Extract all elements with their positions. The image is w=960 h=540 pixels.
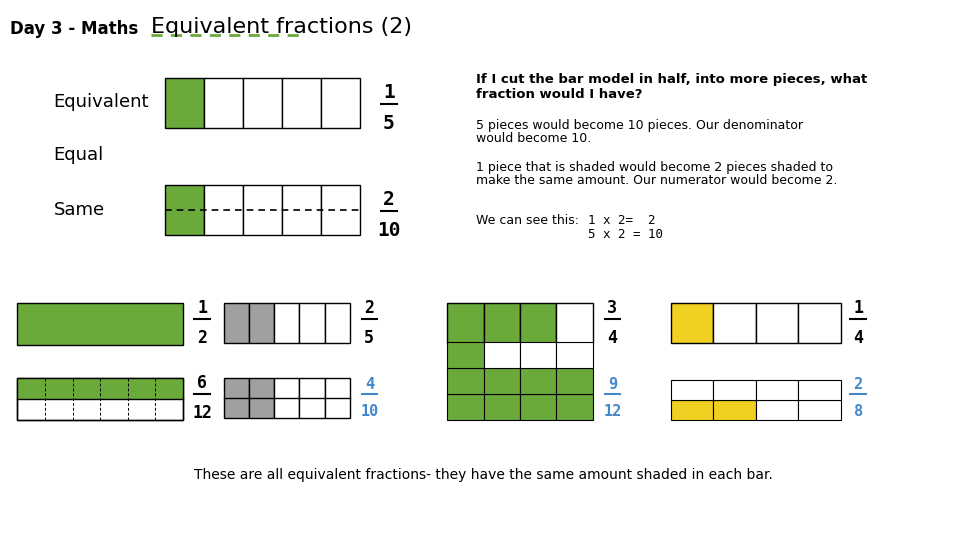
FancyBboxPatch shape (243, 78, 282, 128)
Text: 12: 12 (192, 404, 212, 422)
Text: 2: 2 (197, 329, 207, 347)
FancyBboxPatch shape (224, 303, 249, 343)
Text: fraction would I have?: fraction would I have? (476, 89, 642, 102)
Text: 2: 2 (364, 299, 374, 317)
FancyBboxPatch shape (520, 303, 557, 343)
Text: 8: 8 (853, 404, 863, 419)
FancyBboxPatch shape (798, 400, 841, 420)
FancyBboxPatch shape (249, 378, 274, 418)
FancyBboxPatch shape (274, 378, 300, 418)
FancyBboxPatch shape (282, 185, 321, 235)
FancyBboxPatch shape (274, 303, 300, 343)
FancyBboxPatch shape (671, 380, 713, 400)
FancyBboxPatch shape (798, 303, 841, 343)
FancyBboxPatch shape (671, 400, 713, 420)
FancyBboxPatch shape (756, 400, 798, 420)
Text: 1: 1 (853, 299, 863, 317)
Text: Equivalent: Equivalent (54, 93, 149, 111)
FancyBboxPatch shape (300, 303, 324, 343)
FancyBboxPatch shape (321, 78, 360, 128)
FancyBboxPatch shape (756, 303, 798, 343)
Text: 12: 12 (603, 404, 621, 419)
FancyBboxPatch shape (520, 342, 557, 368)
Text: Equal: Equal (54, 146, 104, 164)
FancyBboxPatch shape (713, 303, 756, 343)
Text: would become 10.: would become 10. (476, 132, 591, 145)
Text: 9: 9 (608, 377, 617, 392)
FancyBboxPatch shape (484, 368, 520, 394)
FancyBboxPatch shape (484, 342, 520, 368)
Text: 4: 4 (608, 329, 617, 347)
FancyBboxPatch shape (321, 185, 360, 235)
FancyBboxPatch shape (671, 303, 713, 343)
Text: These are all equivalent fractions- they have the same amount shaded in each bar: These are all equivalent fractions- they… (194, 468, 773, 482)
FancyBboxPatch shape (224, 378, 249, 418)
Text: 4: 4 (853, 329, 863, 347)
Text: 5: 5 (364, 329, 374, 347)
Text: make the same amount. Our numerator would become 2.: make the same amount. Our numerator woul… (476, 174, 837, 187)
FancyBboxPatch shape (484, 394, 520, 420)
FancyBboxPatch shape (165, 185, 204, 235)
FancyBboxPatch shape (520, 368, 557, 394)
FancyBboxPatch shape (557, 368, 593, 394)
Text: 5: 5 (383, 114, 395, 133)
FancyBboxPatch shape (557, 394, 593, 420)
Text: Day 3 - Maths: Day 3 - Maths (10, 20, 138, 38)
FancyBboxPatch shape (300, 378, 324, 418)
FancyBboxPatch shape (713, 380, 756, 400)
FancyBboxPatch shape (282, 78, 321, 128)
FancyBboxPatch shape (324, 378, 349, 418)
FancyBboxPatch shape (484, 303, 520, 343)
Text: 2: 2 (853, 377, 863, 392)
Text: 1 piece that is shaded would become 2 pieces shaded to: 1 piece that is shaded would become 2 pi… (476, 161, 833, 174)
FancyBboxPatch shape (17, 378, 182, 420)
FancyBboxPatch shape (17, 303, 182, 345)
FancyBboxPatch shape (447, 368, 484, 394)
FancyBboxPatch shape (798, 380, 841, 400)
Text: 1: 1 (383, 83, 395, 102)
FancyBboxPatch shape (447, 394, 484, 420)
Text: If I cut the bar model in half, into more pieces, what: If I cut the bar model in half, into mor… (476, 73, 868, 86)
FancyBboxPatch shape (557, 342, 593, 368)
FancyBboxPatch shape (447, 303, 484, 343)
Text: Same: Same (54, 201, 105, 219)
FancyBboxPatch shape (17, 378, 182, 399)
Text: Equivalent fractions (2): Equivalent fractions (2) (151, 17, 412, 37)
Text: 2: 2 (383, 190, 395, 209)
FancyBboxPatch shape (204, 78, 243, 128)
FancyBboxPatch shape (249, 303, 274, 343)
FancyBboxPatch shape (243, 185, 282, 235)
FancyBboxPatch shape (756, 380, 798, 400)
FancyBboxPatch shape (557, 303, 593, 343)
Text: 1: 1 (197, 299, 207, 317)
Text: 6: 6 (197, 374, 207, 392)
FancyBboxPatch shape (204, 185, 243, 235)
Text: We can see this:: We can see this: (476, 213, 579, 226)
FancyBboxPatch shape (324, 303, 349, 343)
Text: 5 pieces would become 10 pieces. Our denominator: 5 pieces would become 10 pieces. Our den… (476, 118, 804, 132)
Text: 1 x 2=  2: 1 x 2= 2 (588, 213, 656, 226)
Text: 4: 4 (365, 377, 373, 392)
FancyBboxPatch shape (165, 78, 204, 128)
Text: 10: 10 (360, 404, 378, 419)
FancyBboxPatch shape (447, 342, 484, 368)
FancyBboxPatch shape (520, 394, 557, 420)
Text: 3: 3 (608, 299, 617, 317)
Text: 10: 10 (377, 221, 400, 240)
Text: 5 x 2 = 10: 5 x 2 = 10 (588, 227, 663, 240)
FancyBboxPatch shape (713, 400, 756, 420)
